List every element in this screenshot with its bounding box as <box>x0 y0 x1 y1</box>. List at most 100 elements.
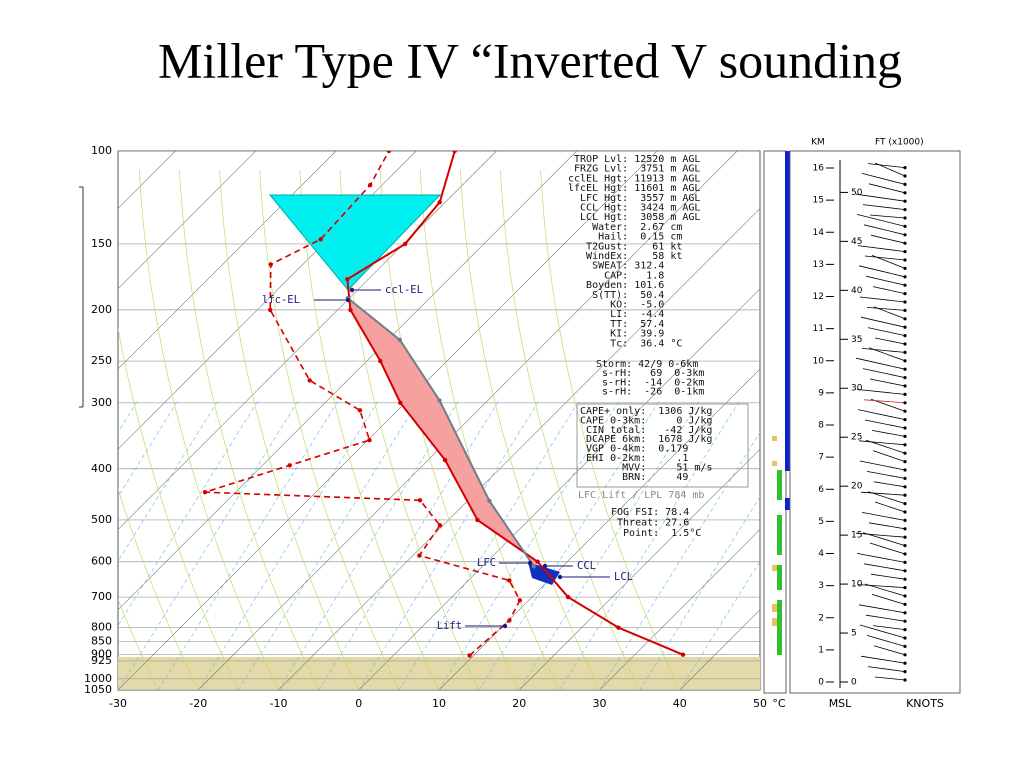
wind-barb-dot <box>903 628 907 632</box>
wind-barb-dot <box>903 485 907 489</box>
wind-barb <box>867 327 906 336</box>
readout-line: S(TT): 50.4 <box>568 290 664 301</box>
profile-point <box>307 378 312 383</box>
annotation-dot <box>557 574 563 580</box>
cape-box <box>576 403 749 488</box>
wind-barb <box>873 306 906 320</box>
readout-line: DCAPE 6km: 1678 J/kg <box>580 434 712 445</box>
readout-line: s-rH: 69 0-3km <box>596 368 704 379</box>
annotation: lfc-EL <box>262 294 300 306</box>
profile-point <box>475 517 480 523</box>
wind-barb-dot <box>903 502 907 506</box>
readout-line: SWEAT: 312.4 <box>568 261 664 272</box>
wind-barb <box>864 419 906 429</box>
mixing-line <box>398 400 580 690</box>
profile-point <box>345 277 350 282</box>
areas <box>268 194 560 585</box>
adiabat <box>460 169 600 690</box>
wind-barb-dot <box>903 468 907 472</box>
wind-barb <box>872 286 906 294</box>
ft-tick-label: 40 <box>851 286 863 296</box>
strip <box>763 150 790 694</box>
mixing-line <box>358 400 540 690</box>
mixing-line <box>559 400 740 690</box>
readout-line: KO: -5.0 <box>568 300 664 311</box>
profile-point <box>437 523 443 528</box>
side-rule <box>79 186 84 408</box>
wind-barb-dot <box>903 216 907 220</box>
wind-barb <box>863 224 906 236</box>
wind-barb-dot <box>903 611 907 615</box>
readout-line: Tc: 36.4 °C <box>568 338 682 349</box>
x-tick-label: 0 <box>355 697 362 710</box>
y-tick-label: 300 <box>91 396 112 409</box>
wind-barb <box>860 655 906 664</box>
wind-barb-dot <box>903 586 907 590</box>
readout-line: CAP: 1.8 <box>568 270 664 281</box>
profile-point <box>616 625 621 630</box>
wind-barb-dot <box>903 325 907 329</box>
profile-point <box>367 437 372 443</box>
wind-barb <box>861 512 906 521</box>
wind-barb <box>855 532 906 538</box>
profile-point <box>531 564 537 569</box>
wind-barb-dot <box>903 644 907 649</box>
wind-barb-dot <box>903 308 907 312</box>
wind-barb <box>855 357 906 370</box>
readout-line: WindEx: 58 kt <box>568 251 682 262</box>
wind-barb <box>870 573 906 580</box>
wind-barb-dot <box>903 334 907 338</box>
wind-barb <box>873 481 906 488</box>
ft-tick-label: 10 <box>851 580 863 590</box>
x-tick-label: 20 <box>512 697 526 710</box>
x-unit: °C <box>772 697 786 710</box>
wind-barb-dot <box>903 594 907 598</box>
readout-line: LFC Hgt: 3557 m AGL <box>568 193 700 204</box>
ft-tick-label: 25 <box>851 433 862 443</box>
annotation-dot <box>502 623 508 629</box>
mixing-line <box>639 496 760 690</box>
wind-barb-dot <box>903 199 907 203</box>
isotherm-extra <box>118 151 337 370</box>
x-tick-label: -10 <box>270 697 288 710</box>
km-tick-label: 14 <box>813 228 825 238</box>
wind-barb <box>870 234 906 244</box>
wind-barb-dot <box>903 535 907 539</box>
cape-area <box>347 298 538 567</box>
readout-line: CIN total: -42 J/kg <box>580 425 712 436</box>
wind-barb <box>860 491 906 496</box>
mixing-line <box>118 400 178 498</box>
wind-barb-dot <box>903 602 907 607</box>
ft-tick-label: 0 <box>851 678 857 688</box>
profile-point <box>507 578 512 583</box>
mixing-line <box>599 431 760 690</box>
km-tick-label: 10 <box>813 356 825 366</box>
readout-line: EHI 0-2km: .1 <box>580 453 688 464</box>
mixing-line <box>278 400 459 690</box>
wind-barb <box>871 430 906 437</box>
x-tick-label: -20 <box>189 697 207 710</box>
wind-barb-dot <box>903 233 907 237</box>
profile-point <box>565 594 571 600</box>
wind-barb-dot <box>903 359 907 363</box>
y-tick-label: 700 <box>91 590 112 603</box>
wind-barb <box>858 604 906 614</box>
wind-barb-dot <box>903 510 907 514</box>
wind-barb-dot <box>903 678 907 682</box>
isotherm <box>599 529 760 690</box>
wind-barb <box>868 183 906 194</box>
wind-barb <box>869 214 906 219</box>
wind-barb-dot <box>903 619 907 623</box>
y-tick-label: 200 <box>91 303 112 316</box>
y-tick-label: 150 <box>91 237 112 250</box>
knots-label: KNOTS <box>906 697 944 710</box>
readout-line: LCL Hgt: 3058 m AGL <box>568 212 700 223</box>
wind-barb <box>865 275 906 286</box>
profile-point <box>442 457 448 463</box>
readout-line: lfcEL Hgt: 11601 m AGL <box>568 183 700 194</box>
km-tick-label: 1 <box>818 645 824 655</box>
wind-barb-dot <box>903 443 907 447</box>
readout-line: T2Gust: 61 kt <box>568 241 682 252</box>
wind-barb <box>874 501 906 513</box>
profile-point <box>437 398 442 403</box>
